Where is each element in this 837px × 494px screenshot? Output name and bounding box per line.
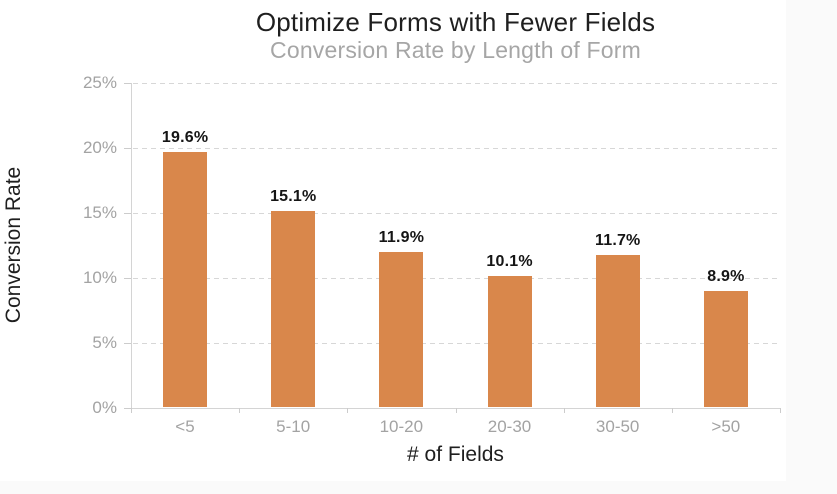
x-tick (239, 408, 241, 413)
gridline-10 (124, 278, 780, 279)
bar-<5 (163, 152, 208, 407)
chart-subtitle: Conversion Rate by Length of Form (270, 37, 641, 63)
chart-canvas: Optimize Forms with Fewer Fields Convers… (2, 7, 781, 466)
bar-value-label: 8.9% (707, 268, 745, 286)
x-tick (563, 408, 565, 413)
chart-title: Optimize Forms with Fewer Fields (255, 7, 656, 37)
bar-5-10 (271, 210, 316, 407)
y-tick-label: 25% (82, 73, 117, 92)
bar-value-label: 11.9% (378, 229, 425, 247)
bar->50 (703, 291, 748, 407)
gridline-20 (124, 148, 780, 149)
y-tick-label: 20% (82, 138, 117, 157)
y-tick (124, 278, 131, 279)
x-axis-title: # of Fields (407, 443, 504, 466)
gridline-25 (124, 83, 780, 84)
gridline-5 (124, 343, 780, 344)
y-tick (124, 343, 131, 344)
bar-20-30 (487, 275, 532, 407)
y-tick (124, 213, 131, 214)
y-axis-title: Conversion Rate (2, 166, 25, 324)
x-tick-label: <5 (175, 417, 195, 436)
plot-area: 0% 5% 10% 15% 20% 25% 19.6% <5 15.1% 5-10 11.9% 10-… (83, 73, 781, 436)
x-tick-label: 30-50 (595, 417, 640, 436)
gridline-15 (124, 213, 780, 214)
bar-30-50 (595, 254, 640, 407)
x-tick (131, 408, 132, 413)
x-tick (347, 408, 349, 413)
y-tick-label: 10% (82, 268, 117, 287)
y-tick (124, 83, 131, 84)
x-tick-label: 10-20 (379, 417, 424, 436)
x-tick-label: >50 (711, 417, 741, 436)
bar-value-label: 15.1% (270, 187, 317, 205)
bar-10-20 (379, 252, 424, 407)
y-axis-line (131, 83, 132, 408)
x-tick-label: 5-10 (276, 417, 311, 436)
y-tick-label: 15% (82, 203, 117, 222)
x-tick (455, 408, 457, 413)
y-tick (124, 148, 131, 149)
x-tick-label: 20-30 (487, 417, 532, 436)
bar-value-label: 11.7% (595, 231, 641, 249)
bar-value-label: 10.1% (486, 252, 533, 270)
bar-value-label: 19.6% (161, 129, 209, 147)
y-tick-label: 5% (92, 333, 117, 352)
y-tick (124, 408, 131, 409)
x-tick (671, 408, 673, 413)
x-tick (780, 408, 781, 413)
y-tick-label: 0% (92, 398, 117, 417)
